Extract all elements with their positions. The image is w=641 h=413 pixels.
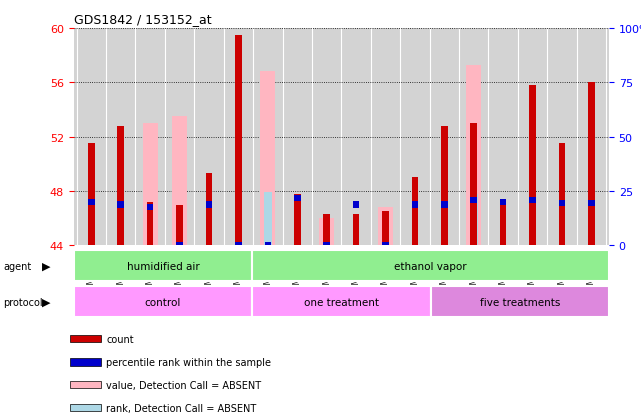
Bar <box>117 126 124 246</box>
Bar <box>70 404 101 411</box>
Bar <box>353 202 360 208</box>
Bar <box>470 198 477 204</box>
Text: five treatments: five treatments <box>479 297 560 307</box>
Text: control: control <box>145 297 181 307</box>
Bar <box>558 144 565 246</box>
Bar <box>206 202 212 208</box>
Bar <box>294 194 301 246</box>
Bar <box>441 126 447 246</box>
Bar <box>441 202 447 208</box>
Bar <box>529 86 536 246</box>
Bar <box>378 208 393 246</box>
Text: one treatment: one treatment <box>304 297 379 307</box>
Bar <box>500 199 506 205</box>
Bar <box>323 242 330 249</box>
Bar <box>74 287 252 317</box>
Bar <box>235 242 242 249</box>
Bar <box>147 205 153 211</box>
Bar <box>382 242 388 249</box>
Bar <box>147 202 153 246</box>
Text: percentile rank within the sample: percentile rank within the sample <box>106 358 271 368</box>
Bar <box>588 201 595 206</box>
Bar <box>470 195 478 246</box>
Bar <box>263 192 272 246</box>
Bar <box>252 251 609 281</box>
Bar <box>70 358 101 366</box>
Bar <box>353 215 360 246</box>
Text: rank, Detection Call = ABSENT: rank, Detection Call = ABSENT <box>106 403 256 413</box>
Bar <box>319 218 334 246</box>
Text: value, Detection Call = ABSENT: value, Detection Call = ABSENT <box>106 380 262 390</box>
Text: humidified air: humidified air <box>126 261 199 271</box>
Bar <box>252 287 431 317</box>
Text: protocol: protocol <box>3 297 43 307</box>
Bar <box>70 381 101 389</box>
Bar <box>70 335 101 342</box>
Bar <box>206 174 212 246</box>
Text: ethanol vapor: ethanol vapor <box>394 261 467 271</box>
Text: count: count <box>106 334 134 344</box>
Bar <box>143 124 158 246</box>
Bar <box>470 124 477 246</box>
Bar <box>176 205 183 246</box>
Bar <box>235 36 242 246</box>
Text: GDS1842 / 153152_at: GDS1842 / 153152_at <box>74 13 212 26</box>
Bar <box>117 202 124 208</box>
Bar <box>558 201 565 206</box>
Text: agent: agent <box>3 261 31 271</box>
Bar <box>466 66 481 246</box>
Bar <box>382 212 388 246</box>
Bar <box>431 287 609 317</box>
Bar <box>260 72 275 246</box>
Bar <box>588 83 595 246</box>
Bar <box>412 202 418 208</box>
Bar <box>74 251 252 281</box>
Bar <box>500 201 506 246</box>
Text: ▶: ▶ <box>42 261 51 271</box>
Bar <box>88 199 95 205</box>
Bar <box>529 198 536 204</box>
Bar <box>265 242 271 249</box>
Bar <box>176 242 183 249</box>
Bar <box>294 195 301 201</box>
Bar <box>88 144 95 246</box>
Bar <box>412 178 418 246</box>
Text: ▶: ▶ <box>42 297 51 307</box>
Bar <box>172 117 187 246</box>
Bar <box>323 215 330 246</box>
